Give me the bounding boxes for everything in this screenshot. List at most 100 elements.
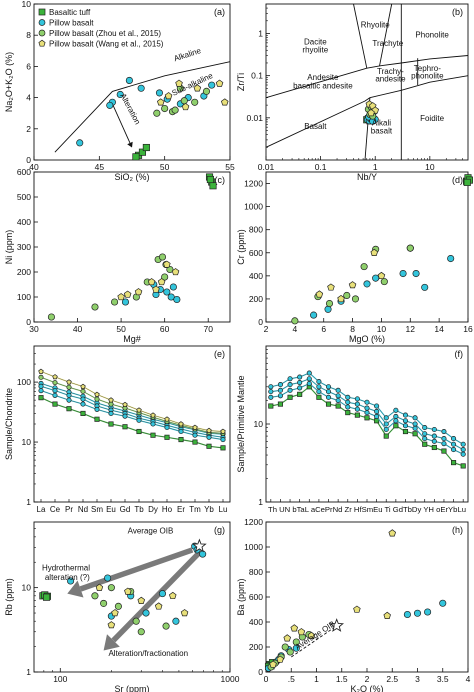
x-tick-label: 1.5: [336, 674, 348, 684]
legend-marker-tuff: [38, 8, 46, 16]
series-pb-high: [268, 370, 466, 447]
data-point: [123, 290, 132, 298]
x-axis-label: Nb/Y: [357, 172, 377, 182]
boundary-line-rhyolite-right: [379, 3, 393, 66]
data-point: [220, 437, 226, 443]
data-point: [150, 432, 156, 438]
data-point: [106, 101, 114, 109]
x-tick-labels: Th UN bTaL aCePrNd Zr HfSmEu Ti GdTbDy Y…: [268, 505, 466, 514]
x-tick-label: 2.5: [386, 674, 398, 684]
data-point: [460, 447, 466, 453]
series-tuff: [39, 591, 51, 601]
data-point: [80, 410, 86, 416]
data-point: [402, 412, 409, 418]
x-tick-label: Pr: [65, 505, 73, 514]
data-point: [424, 608, 432, 616]
y-tick-label: 500: [17, 192, 31, 202]
y-tick-label: 800: [249, 225, 263, 235]
data-point: [209, 182, 217, 190]
data-point: [431, 433, 437, 439]
data-point: [191, 98, 199, 106]
data-point: [277, 382, 283, 388]
data-point: [163, 288, 171, 296]
data-point: [422, 431, 428, 437]
data-point: [451, 460, 457, 466]
data-point: [421, 283, 429, 291]
data-point: [171, 106, 179, 114]
y-tick-label: 1: [258, 497, 263, 507]
series-wang: [156, 79, 229, 111]
data-point: [38, 374, 44, 380]
data-point: [162, 622, 170, 630]
data-point: [52, 401, 58, 407]
annotation: Alteration/fractionation: [108, 649, 188, 658]
x-tick-label: 14: [434, 324, 444, 334]
series-zhou: [91, 584, 170, 636]
data-point: [94, 406, 100, 412]
panel-e: 1 10 100 La Ce Pr Nd Sm Eu Gd Tb Dy Ho Er Tm Yb Lu Sample…: [4, 345, 231, 514]
data-point: [80, 383, 86, 389]
x-tick-label: 3.5: [437, 674, 449, 684]
boundary-line-basalt-upper: [265, 75, 469, 148]
legend-label-pb: Pillow basalt: [49, 19, 94, 28]
data-point: [111, 298, 119, 306]
data-point: [152, 285, 160, 293]
annotation: Trachy-: [377, 67, 404, 76]
data-point: [173, 295, 181, 304]
data-point: [52, 388, 58, 394]
y-tick-label: 1000: [244, 542, 263, 552]
data-point: [80, 401, 86, 407]
data-point: [374, 403, 380, 409]
data-point: [297, 391, 303, 397]
panel-b: 0.01 0.1 1 0.01 0.1 1 10 Nb/Y Zr/Ti (b) Rhyolite Da…: [236, 3, 469, 182]
annotation: Basalt: [304, 122, 327, 131]
data-point: [402, 418, 409, 424]
data-point: [413, 609, 422, 617]
data-point: [370, 248, 379, 256]
y-axis-label: Sample/Chondrite: [4, 388, 14, 460]
panel-label: (f): [455, 349, 464, 359]
data-point: [67, 577, 75, 585]
data-point: [220, 428, 226, 434]
x-tick-label: .5: [288, 674, 295, 684]
data-point: [345, 410, 351, 416]
data-point: [171, 268, 180, 276]
data-point: [325, 394, 332, 400]
data-point: [136, 417, 142, 423]
x-tick-label: 45: [95, 162, 105, 172]
data-point: [192, 439, 198, 445]
data-point: [364, 399, 370, 405]
data-point: [335, 387, 341, 393]
annotation: Average OIB: [128, 526, 174, 535]
y-tick-label: 600: [249, 592, 263, 602]
y-tick-label: 0: [26, 317, 31, 327]
data-point: [441, 436, 447, 442]
x-tick-label: 50: [160, 162, 170, 172]
data-point: [94, 396, 100, 402]
x-tick-label: 16: [463, 324, 473, 334]
data-point: [107, 584, 115, 592]
series-pb-mid: [268, 376, 466, 453]
panel-d: 0 200 400 600 800 1000 1200 2 4 6 8 10 12 14 16 MgO (%)…: [236, 171, 473, 344]
data-point: [134, 288, 143, 296]
data-point: [80, 396, 86, 402]
data-point: [215, 79, 224, 87]
data-point: [164, 424, 170, 431]
annotation: Tephro-: [414, 64, 441, 73]
data-point: [147, 278, 156, 286]
panel-g: 1 10 100 1000 Sr (ppm) Rb (ppm) (g) Average OIB…: [4, 521, 240, 692]
annotation: andesite: [375, 75, 406, 84]
x-axis-label: Mg#: [123, 334, 141, 344]
series-zhou: [291, 244, 414, 325]
panel-label: (c): [215, 175, 226, 185]
y-axis-label: Ni (ppm): [4, 230, 14, 265]
data-point: [269, 660, 277, 668]
y-tick-label: 100: [17, 292, 31, 302]
data-point: [66, 384, 72, 390]
data-point: [451, 441, 457, 447]
data-point: [451, 436, 457, 442]
y-tick-label: 600: [17, 167, 31, 177]
data-point: [156, 98, 165, 106]
x-tick-label: 55: [225, 162, 235, 172]
